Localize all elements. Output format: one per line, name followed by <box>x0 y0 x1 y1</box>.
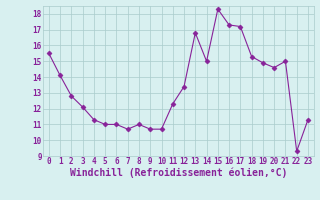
X-axis label: Windchill (Refroidissement éolien,°C): Windchill (Refroidissement éolien,°C) <box>70 168 287 178</box>
